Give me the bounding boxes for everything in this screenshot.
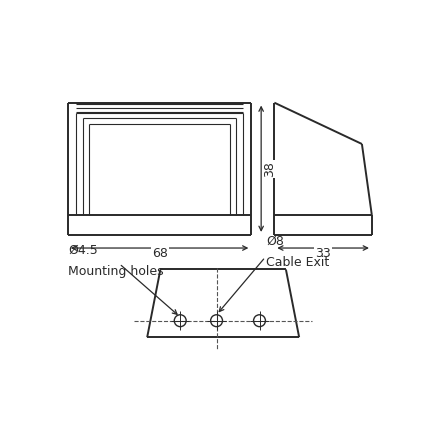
Text: 33: 33 bbox=[315, 247, 331, 260]
Text: Cable Exit: Cable Exit bbox=[266, 256, 329, 269]
Text: Ø8: Ø8 bbox=[266, 235, 284, 248]
Text: 38: 38 bbox=[263, 161, 276, 177]
Text: Mounting holes: Mounting holes bbox=[68, 265, 163, 278]
Text: 68: 68 bbox=[152, 247, 168, 260]
Text: Ø4.5: Ø4.5 bbox=[68, 243, 98, 256]
